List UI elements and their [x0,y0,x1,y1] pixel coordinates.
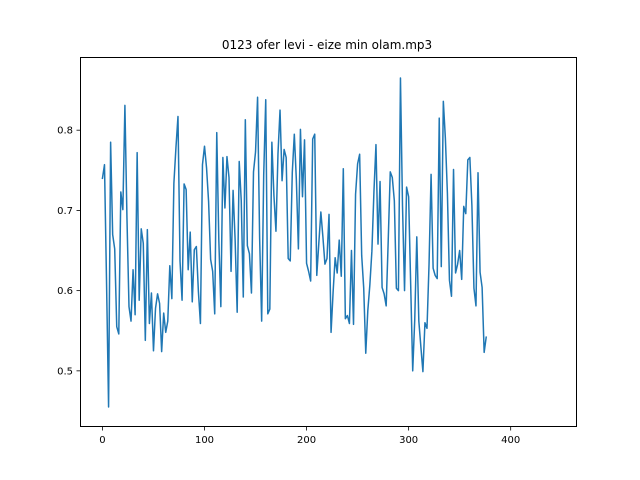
y-tick-label: 0.7 [57,206,73,217]
series-line [101,77,488,408]
y-tick-label: 0.8 [57,126,73,137]
y-tick-label: 0.5 [57,366,73,377]
plot-area-frame [80,57,577,427]
y-axis-ticks: 0.5 0.6 0.7 0.8 [57,126,80,377]
x-tick-label: 200 [297,435,316,446]
x-tick-label: 400 [501,435,520,446]
x-tick-label: 300 [399,435,418,446]
chart-title: 0123 ofer levi - eize min olam.mp3 [222,38,432,52]
x-tick-label: 100 [195,435,214,446]
series-layer [101,77,488,408]
y-tick-label: 0.6 [57,286,73,297]
x-tick-label: 0 [99,435,105,446]
x-axis-ticks: 0 100 200 300 400 [99,427,520,446]
